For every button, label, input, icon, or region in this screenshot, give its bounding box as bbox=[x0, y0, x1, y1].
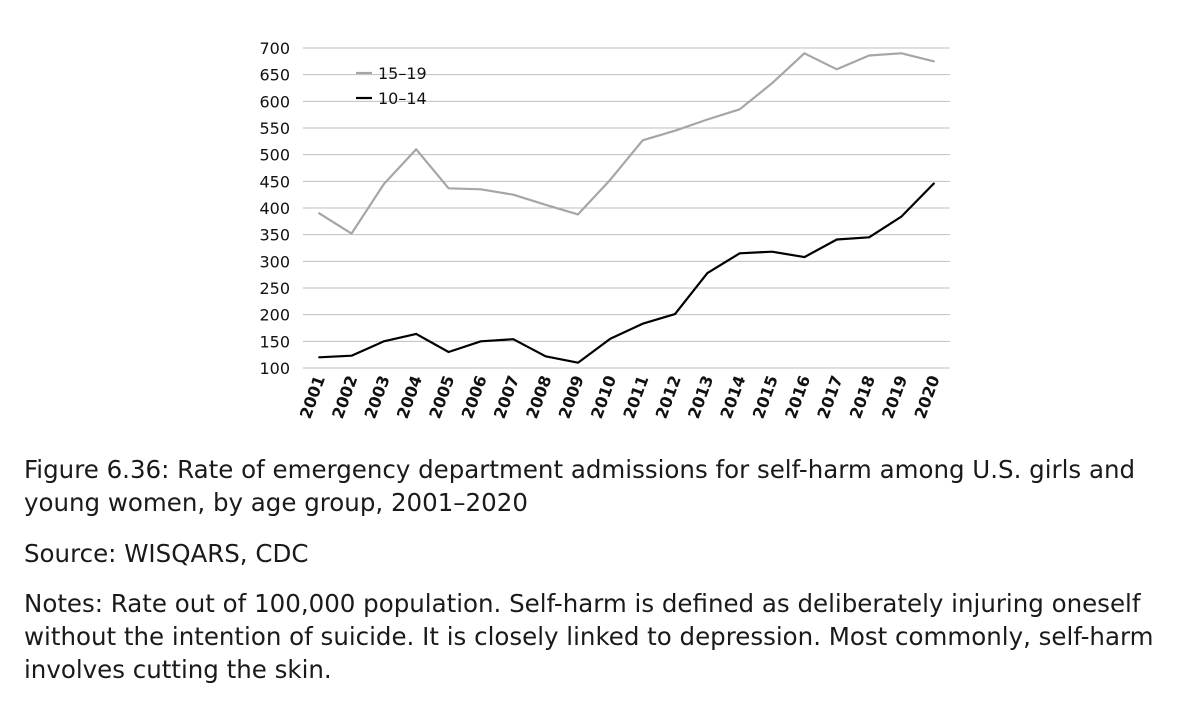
legend-label: 15–19 bbox=[378, 64, 427, 83]
y-tick-label: 200 bbox=[259, 306, 290, 325]
y-tick-label: 250 bbox=[259, 279, 290, 298]
legend-label: 10–14 bbox=[378, 89, 427, 108]
x-tick-label: 2015 bbox=[749, 373, 782, 421]
x-tick-label: 2007 bbox=[490, 373, 523, 421]
x-tick-label: 2018 bbox=[846, 373, 879, 421]
x-tick-label: 2020 bbox=[910, 373, 943, 421]
x-tick-label: 2006 bbox=[458, 373, 491, 421]
y-tick-label: 450 bbox=[259, 172, 290, 191]
y-tick-label: 350 bbox=[259, 226, 290, 245]
x-tick-label: 2016 bbox=[781, 373, 814, 421]
y-tick-label: 100 bbox=[259, 359, 290, 378]
x-tick-label: 2001 bbox=[296, 373, 329, 421]
x-tick-label: 2008 bbox=[522, 373, 555, 421]
x-tick-label: 2014 bbox=[716, 373, 749, 421]
x-axis-tick-labels: 2001 2002 2003 2004 2005 2006 2007 2008 2009 2010… bbox=[296, 373, 944, 421]
y-tick-label: 300 bbox=[259, 252, 290, 271]
y-tick-label: 600 bbox=[259, 92, 290, 111]
x-tick-label: 2019 bbox=[878, 373, 911, 421]
y-tick-label: 700 bbox=[259, 39, 290, 58]
y-tick-label: 500 bbox=[259, 146, 290, 165]
y-tick-label: 400 bbox=[259, 199, 290, 218]
x-tick-label: 2011 bbox=[619, 373, 652, 421]
legend: 15–19 10–14 bbox=[356, 64, 427, 108]
x-tick-label: 2012 bbox=[652, 373, 685, 421]
x-tick-label: 2004 bbox=[393, 373, 426, 421]
y-axis-tick-labels: 100 150 200 250 300 350 400 450 500 550 600 650 700 bbox=[259, 39, 290, 378]
source-note: Source: WISQARS, CDC bbox=[24, 539, 309, 568]
series-lines bbox=[318, 52, 935, 364]
series-line-0 bbox=[318, 52, 935, 235]
x-tick-label: 2017 bbox=[813, 373, 846, 421]
line-chart: 100150200250300350400450500550600650700 … bbox=[259, 39, 950, 421]
y-tick-label: 550 bbox=[259, 119, 290, 138]
x-tick-label: 2002 bbox=[328, 373, 361, 421]
notes-text: Notes: Rate out of 100,000 population. S… bbox=[24, 589, 1154, 684]
x-tick-label: 2009 bbox=[555, 373, 588, 421]
x-tick-label: 2003 bbox=[361, 373, 394, 421]
x-tick-label: 2005 bbox=[425, 373, 458, 421]
x-tick-label: 2010 bbox=[587, 373, 620, 421]
figure-caption: Figure 6.36: Rate of emergency departmen… bbox=[24, 455, 1136, 517]
x-tick-label: 2013 bbox=[684, 373, 717, 421]
y-tick-label: 650 bbox=[259, 66, 290, 85]
series-line-1 bbox=[318, 182, 935, 364]
y-tick-label: 150 bbox=[259, 332, 290, 351]
gridlines bbox=[303, 47, 950, 369]
